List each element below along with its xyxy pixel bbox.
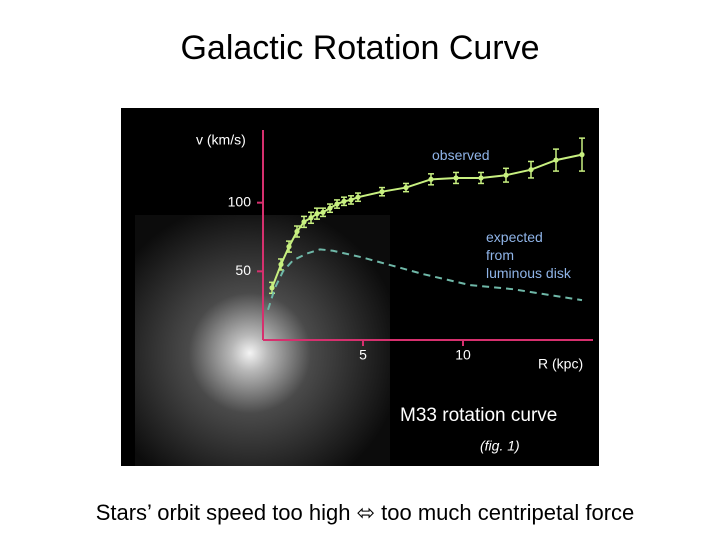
data-point [579,152,585,158]
series-label-text: observed [432,147,490,163]
data-point [308,215,314,221]
data-point [278,261,284,268]
data-point [503,172,509,178]
x-axis-label: R (kpc) [538,356,583,372]
data-point [428,176,434,182]
data-point [286,244,292,250]
data-point [327,205,333,211]
data-point [528,167,534,173]
y-tick-label: 50 [235,262,251,278]
data-point [478,175,484,181]
data-point [320,209,326,215]
caption: Stars’ orbit speed too high ⬄ too much c… [96,500,635,525]
x-tick-label: 10 [455,347,471,363]
data-point [553,157,559,163]
series-label: observed [432,147,490,163]
series-label: expected from luminous disk [486,229,571,281]
data-point [314,211,320,217]
data-point [334,201,340,207]
y-axis-label: v (km/s) [196,132,246,148]
data-point [379,189,385,195]
data-point [403,184,409,191]
data-point [355,194,361,200]
data-point [301,219,307,225]
observed-line [271,153,583,289]
data-point [341,198,347,204]
figure-note: (fig. 1) [480,438,520,454]
slide-title: Galactic Rotation Curve [180,29,539,67]
series-label-text: expected from luminous disk [486,229,571,281]
chart-title: M33 rotation curve [400,405,557,426]
data-point [348,197,354,203]
y-tick-label: 100 [228,193,252,209]
data-point [453,175,459,181]
data-point [294,228,300,235]
data-point [269,285,275,291]
x-tick-label: 5 [359,347,367,363]
expected-line [267,248,583,311]
